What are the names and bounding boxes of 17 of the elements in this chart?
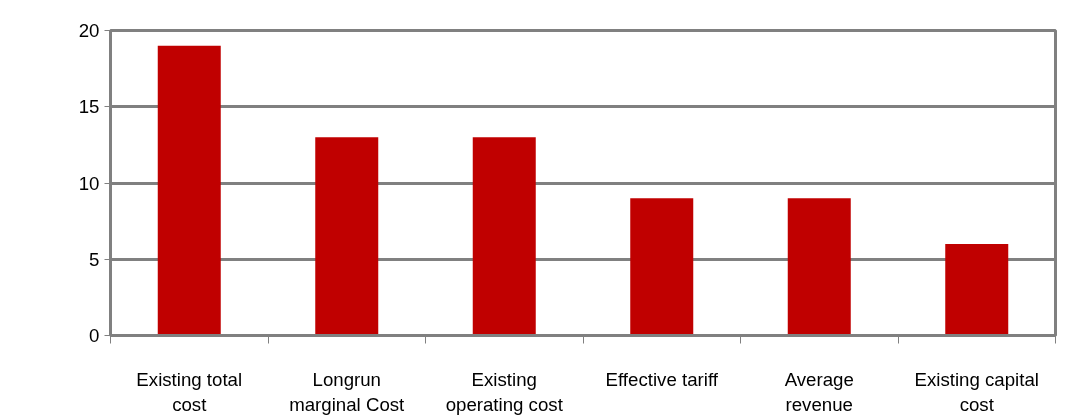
- bar: [945, 244, 1009, 336]
- x-tick-label: Existing capital cost: [914, 368, 1039, 415]
- bar: [472, 137, 536, 336]
- y-tick-label: 5: [89, 248, 100, 270]
- x-tick-label: Existing total cost: [136, 368, 243, 415]
- y-tick-label: 10: [78, 172, 100, 194]
- bar: [315, 137, 379, 336]
- x-tick-label: Existing operating cost: [445, 368, 564, 415]
- bar: [787, 198, 851, 336]
- y-tick-label: 20: [78, 20, 100, 41]
- bar: [157, 45, 221, 336]
- x-tick-label: Longrun marginal Cost: [289, 368, 406, 415]
- x-tick-label: Average revenue: [784, 368, 854, 415]
- y-tick-label: 0: [89, 325, 100, 346]
- bar: [630, 198, 694, 336]
- x-tick-label: Effective tariff: [605, 368, 719, 390]
- y-tick-label: 15: [78, 96, 100, 118]
